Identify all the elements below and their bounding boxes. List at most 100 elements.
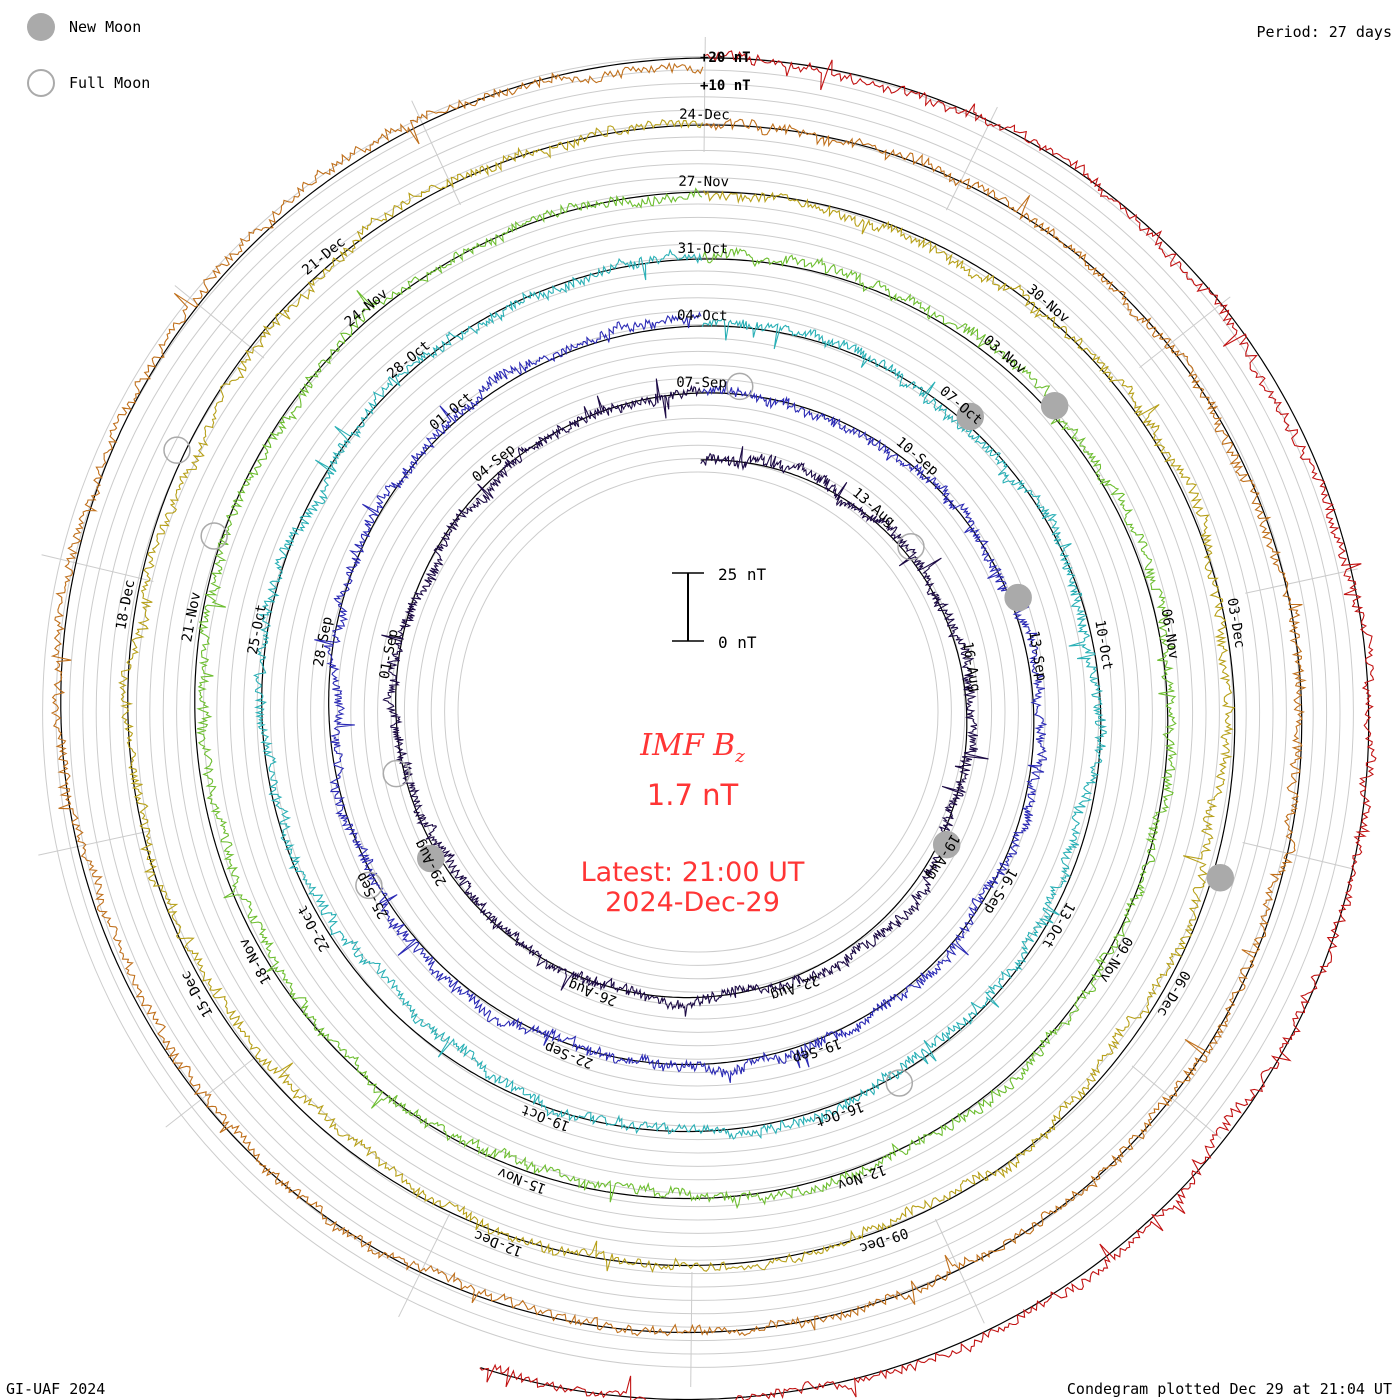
tick-label-27-Nov: 27-Nov — [678, 174, 729, 191]
new-moon-marker — [956, 402, 985, 431]
tick-label-30-Nov: 30-Nov — [1023, 282, 1072, 327]
grid-circle — [122, 136, 1274, 1288]
grid-circle — [457, 471, 939, 953]
grid-spoke — [945, 106, 998, 211]
grid-circle — [68, 82, 1328, 1342]
grid-circle — [350, 364, 1046, 1060]
bz-trace-ring-5 — [50, 61, 1307, 1337]
tick-label-07-Sep: 07-Sep — [676, 375, 727, 392]
plotted-label: Condegram plotted Dec 29 at 21:04 UT — [1066, 1380, 1392, 1398]
grid-circle — [377, 391, 1019, 1033]
grid-circle — [310, 324, 1086, 1100]
bz-trace-ring-4 — [118, 119, 1236, 1274]
ref-label-10: +10 nT — [700, 78, 751, 94]
grid-circle — [444, 458, 952, 966]
zero-level-rings — [60, 57, 1370, 1400]
tick-label-22-Sep: 22-Sep — [542, 1038, 595, 1071]
grid-circle — [256, 270, 1140, 1154]
period-label: Period: 27 days — [1256, 23, 1392, 41]
grid-circle — [135, 149, 1261, 1275]
full-moon-icon — [27, 69, 55, 97]
grid-circle — [149, 163, 1247, 1261]
tick-label-18-Nov: 18-Nov — [236, 935, 275, 987]
legend-new-moon-label: New Moon — [69, 18, 142, 36]
grid-spoke — [411, 100, 461, 206]
grid-spoke — [935, 1218, 985, 1324]
full-moon-marker — [897, 532, 925, 561]
grid-circle — [42, 56, 1354, 1368]
latest-date: 2024-Dec-29 — [605, 887, 780, 918]
grid-spoke — [1245, 568, 1358, 594]
credit-label: GI-UAF 2024 — [6, 1380, 106, 1398]
new-moon-marker — [417, 844, 445, 873]
grid-circle — [216, 230, 1180, 1194]
scale-top-label: 25 nT — [718, 565, 767, 584]
tick-label-13-Sep: 13-Sep — [1025, 630, 1049, 683]
new-moon-icon — [27, 13, 55, 41]
grid-circle — [403, 417, 993, 1007]
grid-spoke — [41, 554, 154, 582]
tick-label-31-Oct: 31-Oct — [678, 241, 729, 258]
tick-label-25-Oct: 25-Oct — [245, 603, 270, 656]
grid-circle — [176, 190, 1220, 1234]
grid-circle — [283, 297, 1113, 1127]
grid-circle — [417, 431, 979, 993]
new-moon-marker — [1004, 583, 1032, 612]
grid-spoke — [38, 830, 151, 856]
ref-label-20: +20 nT — [700, 50, 751, 66]
tick-label-21-Nov: 21-Nov — [179, 591, 204, 644]
tick-label-10-Oct: 10-Oct — [1091, 619, 1115, 672]
bz-trace-ring-2 — [253, 248, 1108, 1140]
moon-markers — [163, 372, 1235, 1097]
full-moon-marker — [355, 871, 383, 900]
grid-spoke — [1131, 1065, 1222, 1139]
grid-circle — [95, 109, 1301, 1315]
grid-circle — [269, 283, 1127, 1141]
bz-series — [50, 50, 1377, 1400]
full-moon-marker — [885, 1069, 914, 1097]
reference-labels: +20 nT +10 nT — [700, 50, 751, 94]
chart-title-sub: z — [735, 746, 745, 767]
grid-circle — [336, 350, 1060, 1074]
tick-label-06-Nov: 06-Nov — [1158, 608, 1182, 661]
grid-spoke — [703, 37, 706, 153]
tick-label-15-Nov: 15-Nov — [495, 1164, 548, 1197]
radial-spokes — [38, 37, 1358, 1387]
grid-spoke — [1242, 842, 1355, 870]
chart-title-main: IMF B — [640, 728, 736, 763]
tick-label-03-Dec: 03-Dec — [1224, 597, 1248, 650]
tick-label-04-Oct: 04-Oct — [677, 308, 728, 325]
zero-spiral — [60, 57, 1370, 1400]
latest-timestamp: Latest: 21:00 UT 2024-Dec-29 — [0, 858, 1385, 918]
new-moon-marker — [1040, 392, 1069, 420]
grid-spoke — [174, 285, 265, 359]
tick-label-18-Dec: 18-Dec — [113, 578, 138, 631]
legend-full-moon-label: Full Moon — [69, 74, 151, 92]
full-moon-marker — [382, 759, 411, 788]
grid-circle — [323, 337, 1073, 1087]
grid-circle — [162, 176, 1234, 1248]
full-moon-marker — [726, 372, 754, 401]
new-moon-marker — [1206, 863, 1235, 892]
tick-label-19-Oct: 19-Oct — [519, 1101, 572, 1134]
legend-full-moon: Full Moon — [27, 69, 150, 97]
grid-circle — [430, 444, 966, 980]
current-value: 1.7 nT — [646, 778, 739, 812]
grid-circle — [189, 203, 1207, 1221]
scale-bar: 25 nT 0 nT — [672, 565, 767, 652]
latest-time: Latest: 21:00 UT — [580, 857, 805, 888]
full-moon-marker — [163, 436, 191, 464]
bz-trace-ring-6 — [479, 50, 1377, 1400]
grid-spoke — [398, 1213, 451, 1318]
bz-trace-ring-0 — [381, 378, 989, 1017]
chart-title: IMF Bz — [0, 728, 1385, 767]
grid-circle — [363, 377, 1033, 1047]
bz-trace-ring-1 — [314, 311, 1047, 1084]
grid-circle — [229, 243, 1167, 1181]
grid-circle — [390, 404, 1006, 1020]
scale-bottom-label: 0 nT — [718, 633, 757, 652]
new-moon-marker — [932, 830, 961, 859]
grid-circle — [202, 216, 1194, 1208]
grid-spoke — [1139, 296, 1231, 368]
